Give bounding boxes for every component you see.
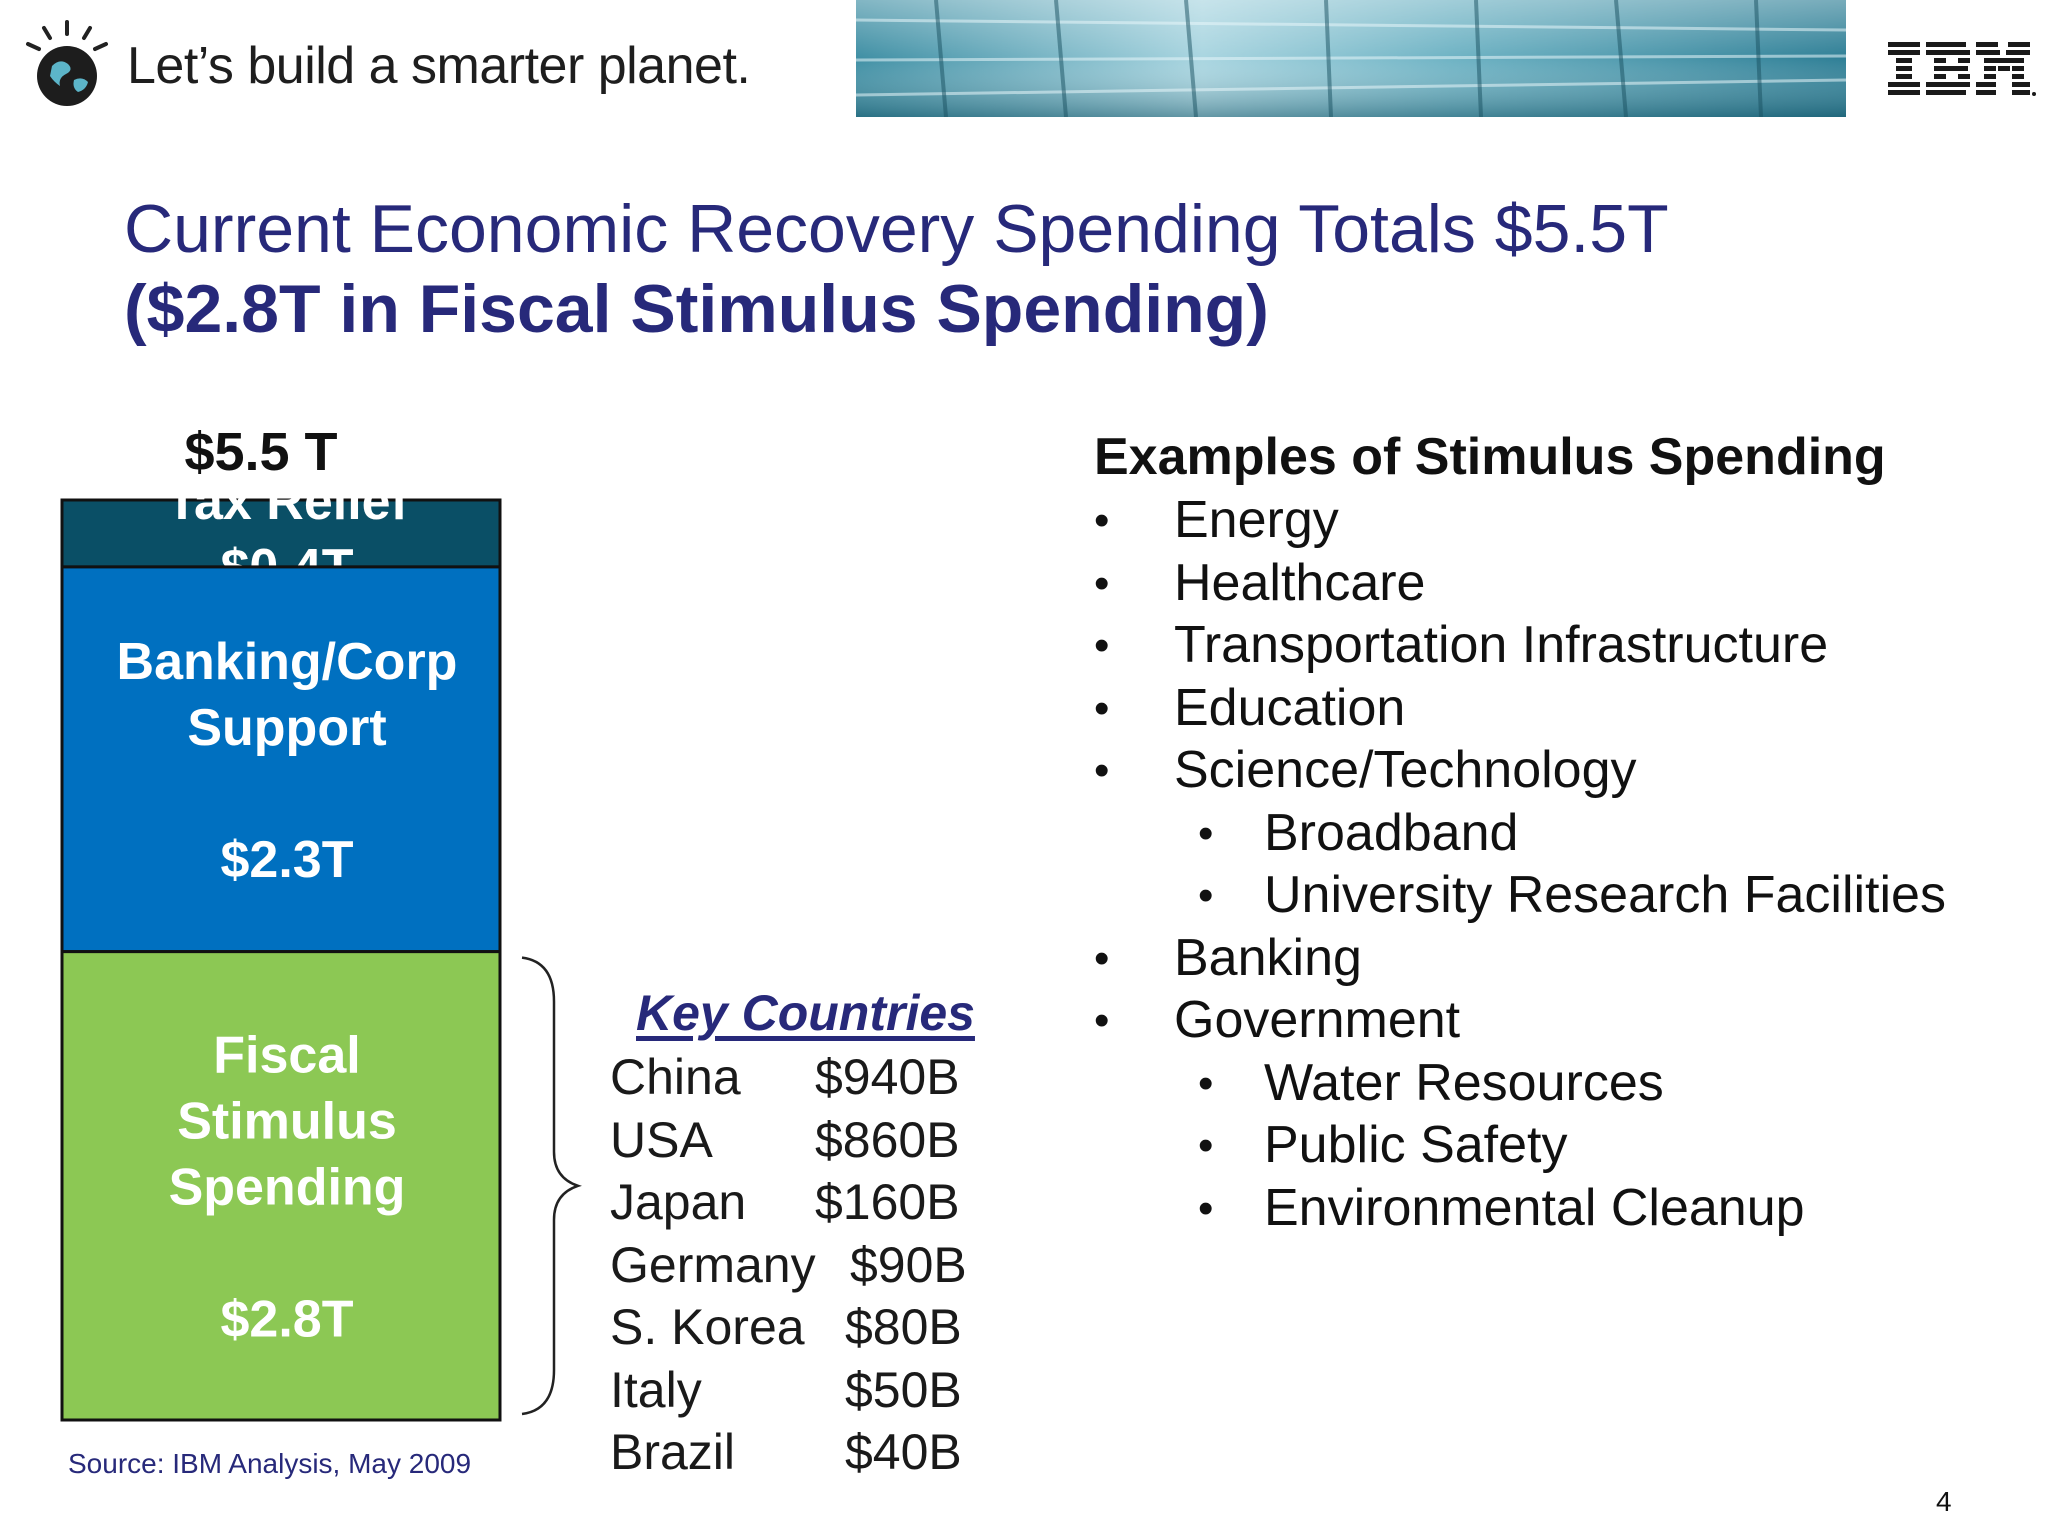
bullet-icon: • <box>1094 496 1110 545</box>
country-value: $860B <box>815 1111 960 1168</box>
bullet-text: Broadband <box>1264 803 1519 862</box>
country-row: Brazil $40B <box>610 1423 990 1486</box>
bullet-icon: • <box>1094 621 1110 670</box>
bullet-icon: • <box>1094 558 1110 608</box>
country-value: $90B <box>850 1236 967 1293</box>
country-row: Italy $50B <box>610 1361 990 1424</box>
bullet-text: Public Safety <box>1264 1116 1568 1174</box>
ibm-logo-icon <box>1888 42 2036 96</box>
bullet-text: Healthcare <box>1174 553 1426 612</box>
country-name: Italy <box>610 1361 702 1418</box>
globe-icon <box>26 20 108 106</box>
bullet-text: Environmental Cleanup <box>1264 1178 1805 1237</box>
bar-segment-1 <box>60 565 502 954</box>
page-number: 4 <box>1936 1486 1952 1517</box>
slide-subtitle: ($2.8T in Fiscal Stimulus Spending) <box>124 271 1269 347</box>
bar-segment-label-2: Fiscal Stimulus Spending $2.8T <box>169 1026 406 1348</box>
bullet-icon: • <box>1094 683 1110 733</box>
bullet-icon: • <box>1094 933 1110 983</box>
country-row: Germany $90B <box>610 1236 990 1299</box>
examples-heading: Examples of Stimulus Spending <box>1094 428 1886 486</box>
bullet-icon: • <box>1094 746 1110 795</box>
country-name: USA <box>610 1111 713 1168</box>
key-countries-list: China $940B USA $860B Japan $160B Germany $90B S… <box>610 1048 990 1486</box>
tagline: Let’s build a smarter planet. <box>127 37 751 95</box>
bullet-text: Water Resources <box>1264 1053 1664 1112</box>
country-value: $40B <box>845 1424 962 1480</box>
bullet-icon: • <box>1094 996 1110 1045</box>
bullet-text: Government <box>1174 991 1461 1049</box>
country-value: $160B <box>815 1174 960 1230</box>
chart-total-label: $5.5 T <box>184 422 337 482</box>
bar-segment-2 <box>60 950 502 1422</box>
bullet-icon: • <box>1198 808 1214 858</box>
slide-title: Current Economic Recovery Spending Total… <box>124 191 1669 267</box>
country-name: Brazil <box>610 1424 736 1480</box>
bullet-text: Energy <box>1174 491 1339 549</box>
country-name: S. Korea <box>610 1299 805 1355</box>
country-name: China <box>610 1049 741 1105</box>
source-note: Source: IBM Analysis, May 2009 <box>68 1448 472 1479</box>
bullet-text: University Research Facilities <box>1264 866 1946 924</box>
bullet-text: Banking <box>1174 928 1362 987</box>
country-row: China $940B <box>610 1048 990 1111</box>
country-value: $50B <box>845 1361 962 1418</box>
bracket-brace <box>521 956 582 1416</box>
country-value: $80B <box>845 1299 962 1355</box>
bullet-text: Science/Technology <box>1174 741 1637 799</box>
country-row: USA $860B <box>610 1111 990 1174</box>
bullet-icon: • <box>1198 1058 1214 1108</box>
bullet-icon: • <box>1198 1121 1214 1170</box>
key-countries-heading: Key Countries <box>636 985 975 1041</box>
country-name: Japan <box>610 1174 747 1230</box>
bullet-icon: • <box>1198 871 1214 920</box>
bar-segment-label-1: Banking/Corp Support $2.3T <box>117 633 458 889</box>
bullet-icon: • <box>1198 1183 1214 1233</box>
bullet-text: Transportation Infrastructure <box>1174 616 1829 674</box>
country-name: Germany <box>610 1236 816 1293</box>
bullet-text: Education <box>1174 678 1406 737</box>
country-row: Japan $160B <box>610 1173 990 1236</box>
country-value: $940B <box>815 1049 960 1105</box>
country-row: S. Korea $80B <box>610 1298 990 1361</box>
header-banner-image <box>856 0 1846 117</box>
